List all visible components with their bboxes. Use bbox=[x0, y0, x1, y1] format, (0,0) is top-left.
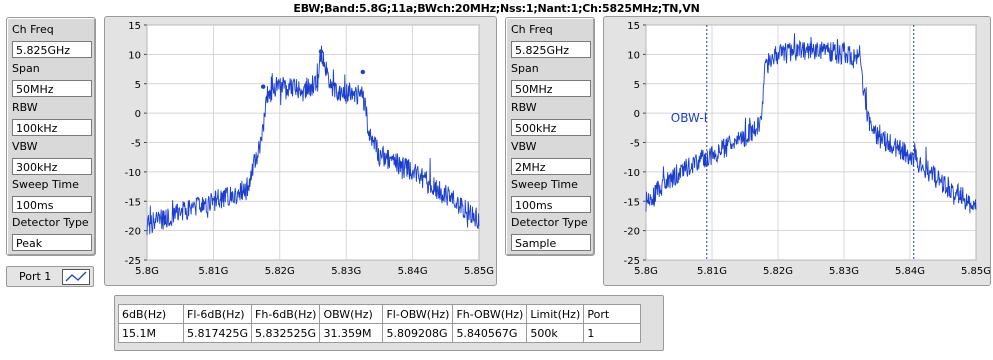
x-tick-label: 5.83G bbox=[829, 266, 859, 277]
span-label: Span bbox=[12, 62, 40, 75]
y-tick-label: -10 bbox=[125, 168, 141, 179]
y-tick-label: 0 bbox=[135, 109, 141, 120]
header-port: Port bbox=[583, 304, 642, 324]
span-label: Span bbox=[511, 62, 539, 75]
y-tick-label: -15 bbox=[125, 197, 141, 208]
x-tick-label: 5.82G bbox=[265, 266, 295, 277]
vbw-label: VBW bbox=[511, 140, 537, 153]
ch-freq-field[interactable]: 5.825GHz bbox=[12, 41, 92, 58]
port-label: Port 1 bbox=[19, 270, 52, 283]
y-tick-label: -20 bbox=[125, 227, 141, 238]
y-tick-label: 5 bbox=[135, 80, 141, 91]
cell-obw: 31.359M bbox=[319, 323, 384, 343]
table-row: 15.1M 5.817425G 5.832525G 31.359M 5.8092… bbox=[118, 323, 642, 343]
port-selector[interactable]: Port 1 bbox=[6, 266, 94, 287]
rbw-field[interactable]: 500kHz bbox=[511, 119, 591, 136]
y-tick-label: 0 bbox=[634, 109, 640, 120]
vbw-label: VBW bbox=[12, 140, 38, 153]
x-tick-label: 5.81G bbox=[198, 266, 228, 277]
y-tick-label: -25 bbox=[624, 256, 640, 267]
ch-freq-label: Ch Freq bbox=[511, 23, 553, 36]
cell-6db: 15.1M bbox=[118, 323, 184, 343]
y-tick-label: -5 bbox=[131, 139, 141, 150]
obw-label: OBW-l bbox=[671, 111, 707, 125]
y-tick-label: -25 bbox=[125, 256, 141, 267]
header-fl-6db: Fl-6dB(Hz) bbox=[182, 304, 253, 324]
results-table: 6dB(Hz) Fl-6dB(Hz) Fh-6dB(Hz) OBW(Hz) Fl… bbox=[118, 304, 642, 343]
header-limit: Limit(Hz) bbox=[526, 304, 585, 324]
peak-marker bbox=[360, 69, 365, 75]
right-spectrum-chart: 15 10 5 0 -5 -10 -15 -20 -255.8G 5.81G 5.82G 5.83G 5… bbox=[624, 21, 990, 277]
spectrum-trace bbox=[146, 45, 480, 236]
header-fh-obw: Fh-OBW(Hz) bbox=[452, 304, 528, 324]
detector-type-field[interactable]: Peak bbox=[12, 234, 92, 251]
cell-fl-6db: 5.817425G bbox=[182, 323, 253, 343]
y-tick-label: 10 bbox=[627, 50, 640, 61]
x-tick-label: 5.84G bbox=[398, 266, 428, 277]
detector-type-label: Detector Type bbox=[511, 216, 588, 229]
header-6db: 6dB(Hz) bbox=[118, 304, 184, 324]
ch-freq-label: Ch Freq bbox=[12, 23, 54, 36]
detector-type-field[interactable]: Sample bbox=[511, 234, 591, 251]
left-spectrum-plot: 15 10 5 0 -5 -10 -15 -20 -25 5.8G 5.81G 5.82G 5.83G 5… bbox=[104, 16, 497, 286]
x-tick-label: 5.84G bbox=[895, 266, 925, 277]
peak-marker bbox=[261, 84, 266, 89]
cell-limit: 500k bbox=[526, 323, 585, 343]
vbw-field[interactable]: 2MHz bbox=[511, 158, 591, 175]
header-obw: OBW(Hz) bbox=[319, 304, 384, 324]
x-tick-label: 5.81G bbox=[697, 266, 727, 277]
cell-port: 1 bbox=[583, 323, 642, 343]
y-tick-label: -20 bbox=[624, 227, 640, 238]
sweep-time-field[interactable]: 100ms bbox=[12, 196, 92, 213]
sweep-time-label: Sweep Time bbox=[12, 178, 79, 191]
y-tick-label: 5 bbox=[634, 80, 640, 91]
x-tick-label: 5.82G bbox=[763, 266, 793, 277]
results-table-panel: 6dB(Hz) Fl-6dB(Hz) Fh-6dB(Hz) OBW(Hz) Fl… bbox=[114, 295, 664, 351]
x-tick-label: 5.8G bbox=[634, 266, 658, 277]
x-tick-label: 5.85G bbox=[464, 266, 494, 277]
left-settings-panel: Ch Freq 5.825GHz Span 50MHz RBW 100kHz V… bbox=[6, 17, 96, 256]
y-tick-label: 10 bbox=[128, 50, 141, 61]
span-field[interactable]: 50MHz bbox=[511, 80, 591, 97]
y-tick-label: -10 bbox=[624, 168, 640, 179]
peak-marker bbox=[318, 49, 324, 54]
ch-freq-field[interactable]: 5.825GHz bbox=[511, 41, 591, 58]
rbw-label: RBW bbox=[511, 101, 537, 114]
trace-legend-icon bbox=[62, 269, 90, 285]
y-tick-label: -5 bbox=[630, 139, 640, 150]
page-title: EBW;Band:5.8G;11a;BWch:20MHz;Nss:1;Nant:… bbox=[293, 2, 700, 15]
vbw-field[interactable]: 300kHz bbox=[12, 158, 92, 175]
table-header-row: 6dB(Hz) Fl-6dB(Hz) Fh-6dB(Hz) OBW(Hz) Fl… bbox=[118, 304, 642, 324]
rbw-field[interactable]: 100kHz bbox=[12, 119, 92, 136]
y-tick-label: 15 bbox=[128, 21, 141, 32]
detector-type-label: Detector Type bbox=[12, 216, 89, 229]
x-tick-label: 5.83G bbox=[331, 266, 361, 277]
y-tick-label: -15 bbox=[624, 197, 640, 208]
rbw-label: RBW bbox=[12, 101, 38, 114]
spectrum-trace bbox=[645, 33, 977, 214]
header-fh-6db: Fh-6dB(Hz) bbox=[251, 304, 321, 324]
left-spectrum-chart: 15 10 5 0 -5 -10 -15 -20 -255.8G 5.81G 5.82G 5.83G 5… bbox=[125, 21, 494, 277]
cell-fh-6db: 5.832525G bbox=[251, 323, 321, 343]
span-field[interactable]: 50MHz bbox=[12, 80, 92, 97]
header-fl-obw: Fl-OBW(Hz) bbox=[382, 304, 454, 324]
sweep-time-label: Sweep Time bbox=[511, 178, 578, 191]
x-tick-label: 5.8G bbox=[135, 266, 159, 277]
cell-fh-obw: 5.840567G bbox=[452, 323, 528, 343]
y-tick-label: 15 bbox=[627, 21, 640, 32]
x-tick-label: 5.85G bbox=[961, 266, 990, 277]
right-settings-panel: Ch Freq 5.825GHz Span 50MHz RBW 500kHz V… bbox=[505, 17, 595, 256]
sweep-time-field[interactable]: 100ms bbox=[511, 196, 591, 213]
right-spectrum-plot: 15 10 5 0 -5 -10 -15 -20 -25 5.8G 5.81G 5.82G 5.83G 5… bbox=[603, 16, 991, 286]
cell-fl-obw: 5.809208G bbox=[382, 323, 454, 343]
